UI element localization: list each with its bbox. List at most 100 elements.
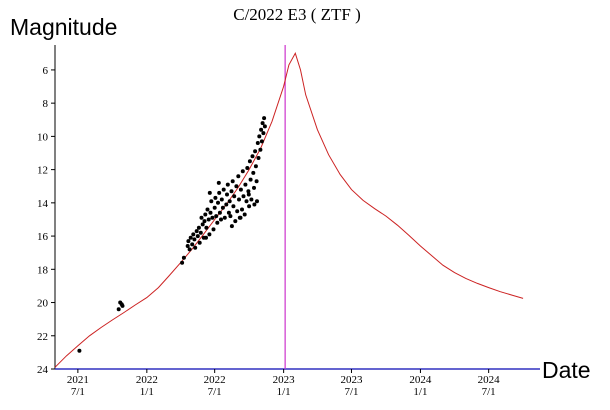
observation-point bbox=[252, 202, 257, 207]
observation-point bbox=[180, 260, 185, 265]
y-tick-label: 6 bbox=[43, 65, 49, 77]
observation-point bbox=[208, 210, 213, 215]
observation-point bbox=[238, 187, 243, 192]
x-tick-label-day: 7/1 bbox=[208, 386, 222, 398]
observation-point bbox=[246, 192, 251, 197]
observation-point bbox=[240, 169, 245, 174]
observation-point bbox=[235, 209, 240, 214]
observation-point bbox=[203, 212, 208, 217]
observation-point bbox=[259, 139, 264, 144]
observation-point bbox=[207, 190, 212, 195]
observation-point bbox=[243, 182, 248, 187]
observation-point bbox=[241, 194, 246, 199]
observation-point bbox=[216, 200, 220, 205]
observation-point bbox=[204, 225, 209, 230]
observation-point bbox=[204, 235, 208, 240]
observation-point bbox=[120, 303, 125, 308]
observation-point bbox=[240, 207, 244, 212]
x-tick-label-day: 7/1 bbox=[344, 386, 358, 398]
observation-point bbox=[212, 205, 217, 210]
y-ticks: 6 8 10 12 14 16 18 20 22 24 bbox=[37, 65, 55, 376]
observation-point bbox=[262, 116, 267, 121]
observation-point bbox=[226, 210, 231, 215]
chart-title: C/2022 E3 ( ZTF ) bbox=[233, 5, 361, 24]
observation-point bbox=[259, 127, 264, 132]
y-tick-label: 8 bbox=[43, 98, 49, 110]
x-tick-label-day: 1/1 bbox=[413, 386, 427, 398]
x-tick-label-year: 2022 bbox=[136, 374, 158, 386]
observation-point bbox=[248, 177, 253, 182]
observation-point bbox=[250, 154, 255, 159]
x-tick-label-day: 1/1 bbox=[277, 386, 291, 398]
observation-point bbox=[220, 205, 225, 210]
observation-point bbox=[222, 215, 227, 220]
y-tick-label: 24 bbox=[37, 364, 49, 376]
observation-point bbox=[193, 245, 198, 250]
observation-point bbox=[77, 348, 82, 353]
observation-point bbox=[242, 212, 247, 217]
observation-point bbox=[211, 227, 216, 232]
observation-point bbox=[257, 134, 262, 139]
observation-point bbox=[181, 255, 186, 260]
observation-point bbox=[200, 222, 205, 227]
observation-point bbox=[225, 192, 229, 197]
y-tick-label: 10 bbox=[37, 131, 49, 143]
y-tick-label: 12 bbox=[37, 165, 48, 177]
observation-point bbox=[229, 189, 234, 194]
observation-point bbox=[253, 149, 258, 154]
observation-point bbox=[224, 202, 229, 207]
observation-point bbox=[238, 215, 243, 220]
observation-point bbox=[217, 190, 222, 195]
observation-point bbox=[219, 217, 223, 222]
observation-point bbox=[262, 124, 267, 129]
observation-point bbox=[199, 215, 204, 220]
observation-point bbox=[197, 240, 202, 245]
observation-point bbox=[205, 207, 210, 212]
observation-point bbox=[234, 184, 239, 189]
observation-point bbox=[228, 214, 233, 219]
y-tick-label: 14 bbox=[37, 198, 49, 210]
observation-point bbox=[260, 121, 265, 126]
series-observations bbox=[77, 116, 267, 353]
x-tick-label-year: 2024 bbox=[478, 374, 501, 386]
observation-point bbox=[202, 219, 207, 224]
observation-point bbox=[258, 147, 263, 152]
x-tick-label-year: 2022 bbox=[204, 374, 226, 386]
observation-point bbox=[229, 224, 234, 229]
observation-point bbox=[216, 180, 221, 185]
observation-point bbox=[195, 234, 200, 239]
predicted-magnitude-curve bbox=[54, 52, 524, 368]
observation-point bbox=[233, 219, 238, 224]
observation-point bbox=[219, 197, 224, 202]
y-axis-title: Magnitude bbox=[10, 14, 117, 40]
observation-point bbox=[247, 204, 252, 209]
y-tick-label: 18 bbox=[37, 264, 49, 276]
observation-point bbox=[194, 229, 199, 234]
observation-point bbox=[213, 195, 218, 200]
observation-point bbox=[247, 159, 252, 164]
observation-point bbox=[230, 179, 235, 184]
observation-point bbox=[217, 210, 222, 215]
observation-point bbox=[261, 131, 266, 136]
y-tick-label: 20 bbox=[37, 298, 49, 310]
x-tick-label-day: 7/1 bbox=[482, 386, 496, 398]
observation-point bbox=[255, 199, 259, 204]
observation-point bbox=[236, 174, 241, 179]
y-tick-label: 16 bbox=[37, 231, 49, 243]
observation-point bbox=[209, 199, 214, 204]
observation-point bbox=[192, 237, 197, 242]
y-tick-label: 22 bbox=[37, 331, 48, 343]
x-tick-label-year: 2021 bbox=[67, 374, 89, 386]
observation-point bbox=[249, 197, 254, 202]
observation-point bbox=[232, 194, 237, 199]
observation-point bbox=[231, 204, 236, 209]
observation-point bbox=[186, 239, 191, 244]
observation-point bbox=[253, 164, 258, 169]
observation-point bbox=[210, 215, 215, 220]
observation-point bbox=[255, 141, 260, 145]
x-ticks: 20217/120221/120227/120231/120237/120241… bbox=[67, 369, 500, 398]
observation-point bbox=[196, 225, 201, 230]
observation-point bbox=[251, 170, 256, 175]
x-tick-label-day: 1/1 bbox=[140, 386, 154, 398]
